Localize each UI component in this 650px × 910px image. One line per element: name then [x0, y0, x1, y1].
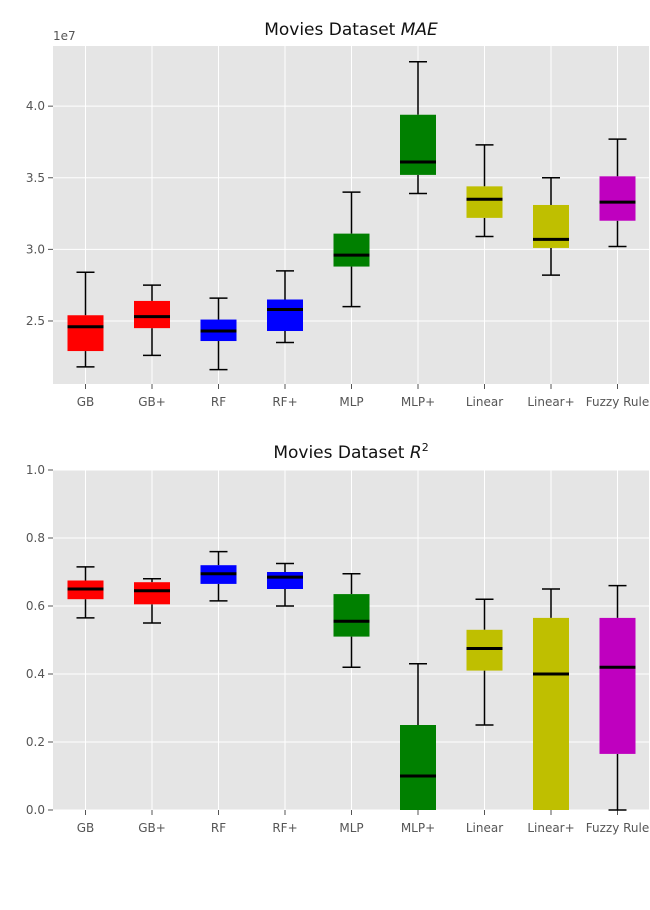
mae-chart-panel: Movies Dataset MAE 1e7 2.53.03.54.0 GB GB… — [26, 20, 649, 409]
mae-y-offset-label: 1e7 — [53, 29, 76, 43]
r2-ytick-label: 0.6 — [26, 599, 45, 613]
box-body — [134, 582, 170, 605]
mae-ytick-label: 3.5 — [26, 171, 45, 185]
mae-box-fuzzy-rule — [599, 138, 636, 248]
mae-xtick-label: MLP — [339, 395, 363, 409]
box-body — [466, 629, 503, 671]
mae-ytick-label: 2.5 — [26, 314, 45, 328]
box-body — [400, 114, 436, 175]
mae-xtick-label: Linear+ — [527, 395, 574, 409]
mae-title-metric: MAE — [401, 20, 438, 40]
r2-box-gb — [67, 566, 104, 619]
r2-box-rf- — [267, 562, 303, 607]
r2-xtick-label: MLP+ — [401, 821, 435, 835]
r2-title-metric: R — [410, 443, 422, 463]
mae-box-mlp — [333, 191, 370, 308]
box-body — [599, 176, 636, 221]
mae-xtick-label: Linear — [466, 395, 503, 409]
mae-box-rf — [200, 297, 237, 371]
mae-xtick-label: GB — [77, 395, 95, 409]
r2-xtick-label: Linear+ — [527, 821, 574, 835]
r2-xtick-label: RF+ — [272, 821, 297, 835]
mae-ytick-label: 4.0 — [26, 99, 45, 113]
r2-box-linear- — [533, 588, 569, 810]
mae-xtick-label: MLP+ — [401, 395, 435, 409]
r2-ytick-label: 0.2 — [26, 735, 45, 749]
mae-chart-title: Movies Dataset MAE — [264, 20, 438, 40]
r2-xtick-label: RF — [211, 821, 226, 835]
box-body — [67, 315, 104, 352]
r2-title-superscript: 2 — [422, 441, 429, 454]
mae-y-axis: 2.5 3.0 3.5 4.0 — [26, 99, 53, 328]
r2-chart-title: Movies Dataset R2 — [273, 441, 428, 463]
mae-box-gb — [67, 271, 104, 368]
r2-boxes — [67, 550, 636, 811]
r2-ytick-label: 1.0 — [26, 463, 45, 477]
r2-box-linear — [466, 598, 503, 726]
mae-box-rf- — [267, 270, 303, 344]
r2-ytick-label: 0.4 — [26, 667, 45, 681]
r2-xtick-label: GB — [77, 821, 95, 835]
r2-xtick-label: Fuzzy Rule — [586, 821, 650, 835]
mae-box-linear- — [533, 177, 569, 276]
mae-xtick-label: RF+ — [272, 395, 297, 409]
mae-xtick-label: RF — [211, 395, 226, 409]
r2-chart-panel: Movies Dataset R2 0.00.20.40.60.81.0 GB G… — [26, 441, 649, 835]
box-body — [333, 233, 370, 267]
mae-ytick-label: 3.0 — [26, 242, 45, 256]
box-body — [134, 300, 170, 329]
mae-x-axis: GB GB+ RF RF+ MLP MLP+ Linear Linear+ Fuzzy Rule — [77, 384, 650, 409]
mae-box-gb- — [134, 284, 170, 357]
r2-y-axis: 0.0 0.2 0.4 0.6 0.8 1.0 — [26, 463, 53, 817]
box-body — [267, 299, 303, 332]
mae-box-mlp- — [400, 61, 436, 195]
mae-xtick-label: GB+ — [138, 395, 166, 409]
mae-boxes — [67, 61, 636, 371]
box-body — [400, 725, 436, 810]
r2-box-gb- — [134, 578, 170, 624]
r2-x-axis: GB GB+ RF RF+ MLP MLP+ Linear Linear+ Fuzzy Rule — [77, 810, 650, 835]
box-body — [533, 204, 569, 248]
box-body — [333, 594, 370, 637]
box-body — [599, 617, 636, 754]
r2-xtick-label: GB+ — [138, 821, 166, 835]
r2-ytick-label: 0.8 — [26, 531, 45, 545]
r2-box-mlp — [333, 572, 370, 668]
r2-ytick-label: 0.0 — [26, 803, 45, 817]
box-body — [533, 617, 569, 810]
r2-box-rf — [200, 550, 237, 602]
mae-xtick-label: Fuzzy Rule — [586, 395, 650, 409]
box-body — [267, 572, 303, 589]
mae-box-linear — [466, 144, 503, 238]
r2-xtick-label: MLP — [339, 821, 363, 835]
r2-box-mlp- — [400, 663, 436, 810]
box-body — [466, 186, 503, 218]
r2-box-fuzzy-rule — [599, 584, 636, 811]
r2-xtick-label: Linear — [466, 821, 503, 835]
